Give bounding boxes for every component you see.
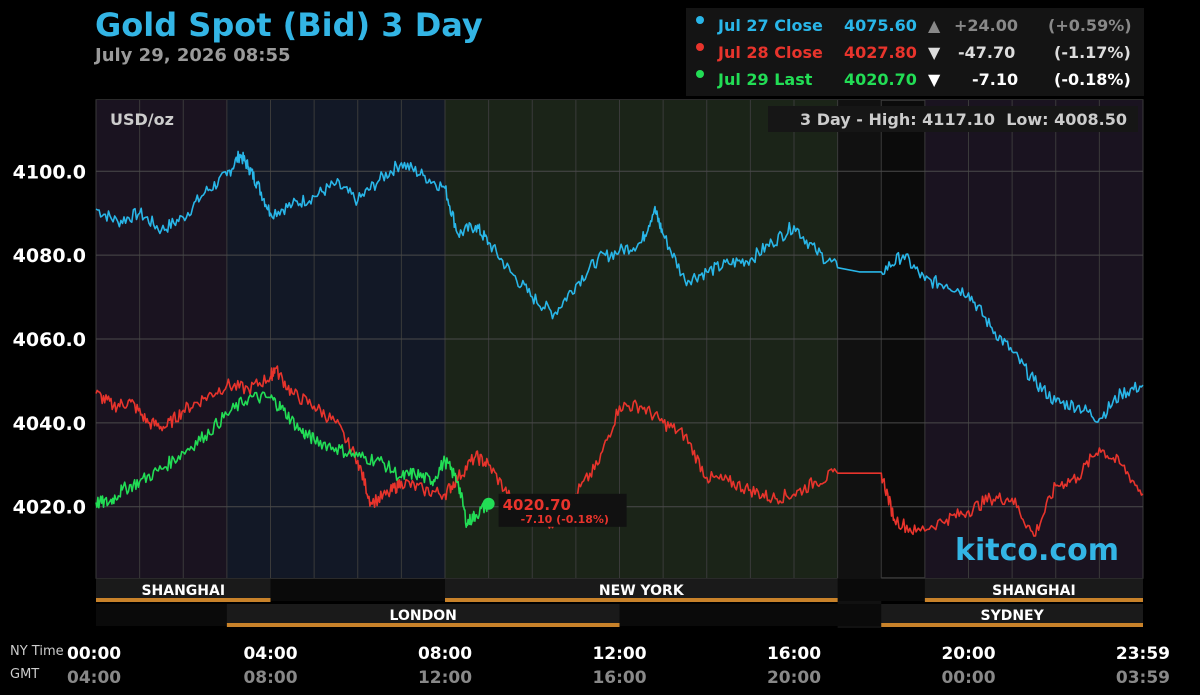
up-arrow-icon: ▲	[928, 16, 941, 35]
range-label-bg	[768, 106, 1138, 132]
legend-label: Jul 27 Close	[718, 16, 823, 35]
x-tick-label-ny: 00:00	[67, 644, 121, 664]
y-tick-label: 4020.0	[13, 497, 86, 519]
down-arrow-icon: ▼	[928, 43, 941, 62]
session-bar	[96, 598, 271, 602]
session-block	[924, 579, 1143, 601]
legend-dot	[696, 16, 704, 24]
legend-label: Jul 28 Close	[718, 43, 823, 62]
legend-value: 4075.60	[844, 16, 917, 35]
x-tick-label-ny: 16:00	[767, 644, 821, 664]
legend-percent: (-1.17%)	[1054, 43, 1131, 62]
ny-time-label: NY Time	[10, 644, 64, 659]
x-tick-label-gmt: 20:00	[767, 668, 821, 688]
legend-change: +24.00	[954, 16, 1019, 35]
x-tick-label-gmt: 03:59	[1116, 668, 1170, 688]
series-line-jul-27-close	[95, 150, 1144, 423]
chart-grid	[95, 100, 1144, 578]
session-block	[226, 604, 620, 626]
x-tick-label-gmt: 12:00	[418, 668, 472, 688]
legend-label: Jul 29 Last	[718, 70, 813, 89]
session-label: SHANGHAI	[992, 583, 1076, 599]
last-price-dot	[482, 497, 495, 510]
x-tick-label-gmt: 04:00	[67, 668, 121, 688]
x-tick-label-gmt: 16:00	[592, 668, 646, 688]
x-tick-label-gmt: 00:00	[941, 668, 995, 688]
session-label: NEW YORK	[599, 583, 685, 599]
legend-dot	[696, 70, 704, 78]
market-sessions: SHANGHAI NEW YORK SHANGHAI LONDON SYDNEY	[96, 579, 1143, 627]
legend-value: 4027.80	[844, 43, 917, 62]
x-tick-label-ny: 04:00	[243, 644, 297, 664]
last-price-marker: 4020.70-7.10 (-0.18%)	[482, 493, 627, 527]
y-tick-label: 4080.0	[13, 245, 86, 267]
legend-row-jul28: Jul 28 Close 4027.80 ▼ -47.70 (-1.17%)	[686, 40, 1144, 66]
legend-row-jul27: Jul 27 Close 4075.60 ▲ +24.00 (+0.59%)	[686, 13, 1144, 39]
legend-value: 4020.70	[844, 70, 917, 89]
x-tick-label-ny: 08:00	[418, 644, 472, 664]
legend-change: -47.70	[958, 43, 1016, 62]
market-closed-band	[837, 100, 882, 628]
kitco-watermark: kitco.com	[955, 533, 1119, 568]
session-block	[881, 604, 1143, 626]
session-label: SYDNEY	[980, 608, 1044, 624]
y-tick-label: 4040.0	[13, 413, 86, 435]
last-price-value: 4020.70	[503, 496, 571, 514]
x-tick-label-ny: 23:59	[1116, 644, 1170, 664]
x-tick-label-ny: 20:00	[941, 644, 995, 664]
x-tick-label-gmt: 08:00	[243, 668, 297, 688]
legend-percent: (+0.59%)	[1048, 16, 1132, 35]
session-bar	[445, 598, 838, 602]
range-label: 3 Day - High: 4117.10 Low: 4008.50	[800, 110, 1127, 129]
x-tick-label-ny: 12:00	[592, 644, 646, 664]
unit-label: USD/oz	[110, 110, 174, 129]
gmt-label: GMT	[10, 667, 39, 682]
legend-change: -7.10	[972, 70, 1019, 89]
last-price-box	[498, 493, 627, 527]
legend-row-jul29: Jul 29 Last 4020.70 ▼ -7.10 (-0.18%)	[686, 67, 1144, 93]
chart-axes: 4020.0 4040.0 4060.0 4080.0 4100.0 00:00 04:00…	[13, 161, 1170, 688]
series-line-jul-29-last	[95, 391, 490, 528]
legend-percent: (-0.18%)	[1054, 70, 1131, 89]
session-bar	[881, 623, 1143, 627]
chart-title: Gold Spot (Bid) 3 Day	[95, 6, 483, 44]
session-block	[445, 579, 838, 601]
last-price-change: -7.10 (-0.18%)	[521, 513, 609, 526]
legend-dot	[696, 43, 704, 51]
session-label: LONDON	[390, 608, 457, 624]
session-bar	[924, 598, 1143, 602]
legend-panel: Jul 27 Close 4075.60 ▲ +24.00 (+0.59%) J…	[686, 8, 1144, 96]
y-tick-label: 4060.0	[13, 329, 86, 351]
y-tick-label: 4100.0	[13, 161, 86, 183]
session-label: SHANGHAI	[141, 583, 225, 599]
session-block	[96, 579, 271, 601]
session-bar	[226, 623, 620, 627]
down-arrow-icon: ▼	[928, 70, 941, 89]
chart-timestamp: July 29, 2026 08:55	[95, 45, 291, 66]
